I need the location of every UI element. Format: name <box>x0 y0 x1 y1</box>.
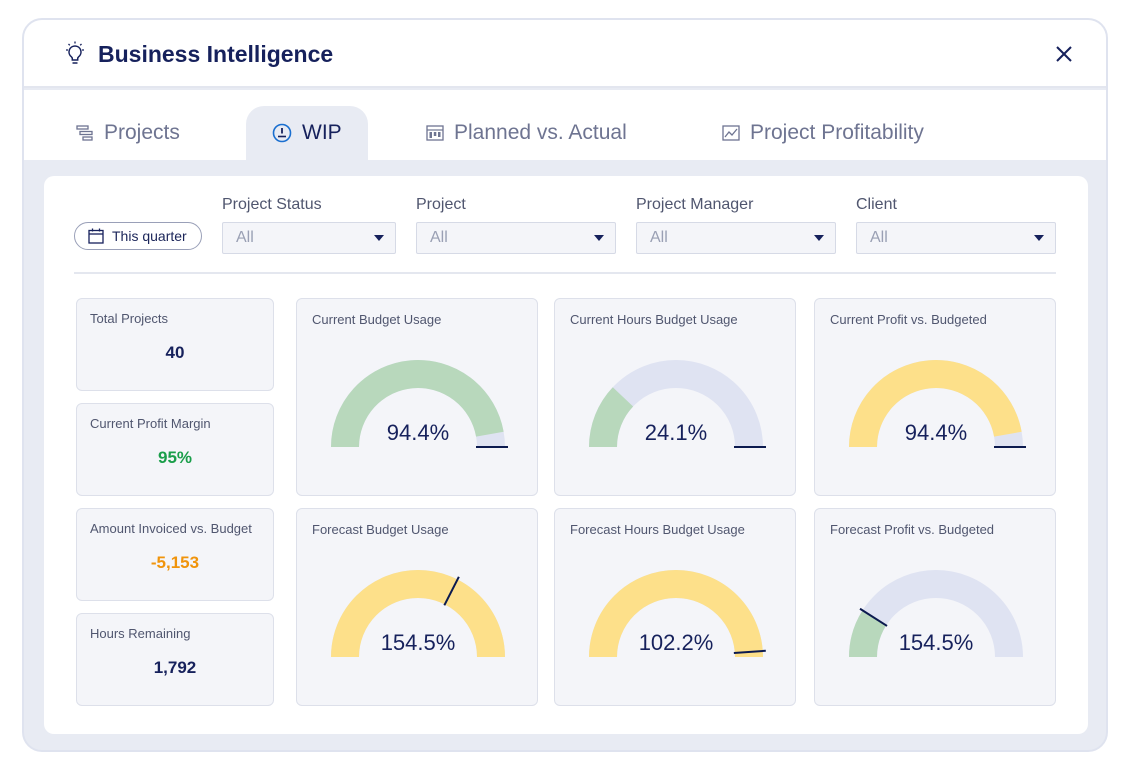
gauge-card-forecast-profit: 154.5% Forecast Profit vs. Budgeted <box>814 508 1056 706</box>
tab-wip[interactable]: WIP <box>246 106 368 160</box>
date-range-label: This quarter <box>112 228 187 244</box>
filter-project: Project All <box>416 196 616 254</box>
gauge-chart: 154.5% <box>849 570 1023 658</box>
tab-projects[interactable]: Projects <box>76 106 180 160</box>
filter-label: Project Manager <box>636 196 754 213</box>
kpi-label: Amount Invoiced vs. Budget <box>90 521 252 536</box>
gauge-value-label: 94.4% <box>905 420 967 445</box>
kpi-label: Hours Remaining <box>90 626 191 641</box>
caret-down-icon <box>1034 235 1044 241</box>
gauge-title: Current Hours Budget Usage <box>570 312 738 327</box>
gauge-fill <box>589 387 634 448</box>
kpi-value: 1,792 <box>153 658 197 677</box>
gauge-fill <box>331 570 505 658</box>
gauge-target-marker <box>443 576 460 606</box>
gauge-title: Forecast Budget Usage <box>312 522 449 537</box>
tab-label: Projects <box>104 121 180 144</box>
gauge-target-marker <box>859 607 888 627</box>
select-value: All <box>870 229 888 246</box>
tab-label: Project Profitability <box>750 121 924 144</box>
project-manager-select[interactable]: All <box>636 222 836 254</box>
gauge-chart: 94.4% <box>849 360 1026 448</box>
clock-icon <box>272 123 292 143</box>
kpi-card-total-projects: Total Projects 40 <box>76 298 274 391</box>
filter-client: Client All <box>856 196 1056 254</box>
gauge-value-label: 154.5% <box>381 630 456 655</box>
gauge-value-label: 94.4% <box>387 420 449 445</box>
date-range-button[interactable]: This quarter <box>74 222 202 250</box>
gauge-title: Forecast Profit vs. Budgeted <box>830 522 995 537</box>
wip-dashboard: This quarter Project Status All Project … <box>44 176 1088 734</box>
gantt-icon <box>76 125 93 141</box>
project-select[interactable]: All <box>416 222 616 254</box>
gauge-title: Current Profit vs. Budgeted <box>830 312 987 327</box>
gauge-card-current-budget: 94.4% Current Budget Usage <box>296 298 538 496</box>
kpi-card-hours-remaining: Hours Remaining 1,792 <box>76 613 274 706</box>
gauge-value-label: 102.2% <box>639 630 714 655</box>
close-icon[interactable] <box>1054 44 1074 64</box>
kpi-label: Current Profit Margin <box>90 416 211 431</box>
tab-label: WIP <box>302 121 342 144</box>
gauge-card-forecast-budget: 154.5% Forecast Budget Usage <box>296 508 538 706</box>
select-value: All <box>430 229 448 246</box>
title-bar: Business Intelligence <box>24 20 1106 88</box>
gauge-value-label: 154.5% <box>899 630 974 655</box>
tab-bar: Projects WIP Planned vs. Actual <box>24 90 1106 160</box>
caret-down-icon <box>374 235 384 241</box>
kpi-card-amount-invoiced: Amount Invoiced vs. Budget -5,153 <box>76 508 274 601</box>
filter-project-status: Project Status All <box>222 196 396 254</box>
gauge-fill <box>589 570 763 658</box>
bi-window: Business Intelligence Projects WIP <box>22 18 1108 752</box>
filter-label: Project <box>416 196 466 213</box>
client-select[interactable]: All <box>856 222 1056 254</box>
select-value: All <box>236 229 254 246</box>
gauge-card-forecast-hours-budget: 102.2% Forecast Hours Budget Usage <box>554 508 796 706</box>
gauge-card-current-profit: 94.4% Current Profit vs. Budgeted <box>814 298 1056 496</box>
gauge-fill <box>331 360 504 448</box>
gauge-value-label: 24.1% <box>645 420 707 445</box>
board-icon <box>426 125 444 141</box>
filter-project-manager: Project Manager All <box>636 196 836 254</box>
gauge-chart: 94.4% <box>331 360 508 448</box>
tab-project-profitability[interactable]: Project Profitability <box>722 106 924 160</box>
lightbulb-icon <box>66 41 84 64</box>
filter-label: Project Status <box>222 196 322 213</box>
gauge-title: Forecast Hours Budget Usage <box>570 522 745 537</box>
gauge-card-current-hours-budget: 24.1% Current Hours Budget Usage <box>554 298 796 496</box>
gauge-chart: 154.5% <box>331 570 505 658</box>
gauge-fill <box>849 610 887 658</box>
gauge-chart: 24.1% <box>589 360 766 448</box>
kpi-value: -5,153 <box>150 553 200 572</box>
trend-chart-icon <box>722 125 740 141</box>
filter-label: Client <box>856 196 897 213</box>
kpi-value: 95% <box>157 448 193 467</box>
gauge-target-marker <box>733 649 766 654</box>
gauge-fill <box>849 360 1022 448</box>
kpi-value: 40 <box>165 343 185 362</box>
select-value: All <box>650 229 668 246</box>
kpi-card-profit-margin: Current Profit Margin 95% <box>76 403 274 496</box>
tab-label: Planned vs. Actual <box>454 121 627 144</box>
caret-down-icon <box>814 235 824 241</box>
caret-down-icon <box>594 235 604 241</box>
project-status-select[interactable]: All <box>222 222 396 254</box>
tab-planned-vs-actual[interactable]: Planned vs. Actual <box>426 106 627 160</box>
gauge-chart: 102.2% <box>589 570 766 658</box>
gauge-title: Current Budget Usage <box>312 312 442 327</box>
app-title: Business Intelligence <box>98 41 334 67</box>
calendar-icon <box>88 228 104 244</box>
kpi-label: Total Projects <box>90 311 169 326</box>
divider <box>74 272 1056 274</box>
